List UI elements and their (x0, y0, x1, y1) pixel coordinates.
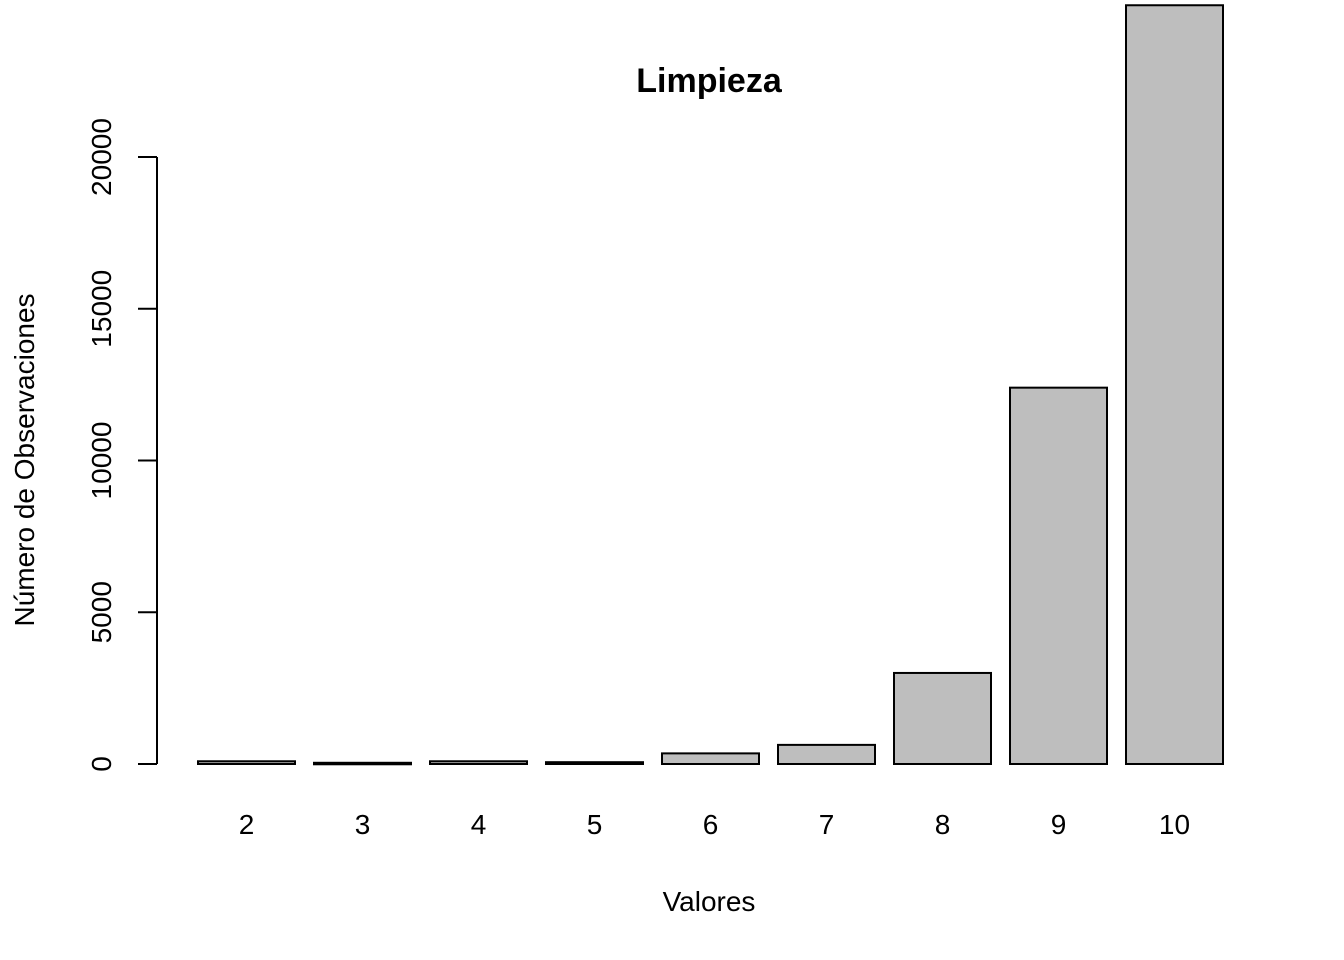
x-tick-label: 9 (1051, 809, 1067, 840)
bar-2 (197, 760, 296, 765)
x-tick-label: 2 (239, 809, 255, 840)
bar-4 (429, 760, 528, 765)
bar-10 (1125, 4, 1224, 765)
y-tick-label: 0 (86, 756, 117, 772)
x-tick-label: 5 (587, 809, 603, 840)
bar-6 (661, 752, 760, 766)
y-tick-label: 5000 (86, 581, 117, 643)
bar-8 (893, 671, 992, 766)
y-axis-label: Número de Observaciones (9, 293, 40, 626)
bar-9 (1009, 386, 1108, 765)
x-tick-label: 10 (1159, 809, 1190, 840)
x-tick-label: 8 (935, 809, 951, 840)
x-tick-label: 7 (819, 809, 835, 840)
x-tick-labels: 2 3 4 5 6 7 8 9 10 (239, 809, 1190, 840)
bar-3 (313, 761, 412, 766)
y-tick-label: 10000 (86, 422, 117, 500)
y-tick-label: 15000 (86, 270, 117, 348)
chart-title: Limpieza (636, 62, 783, 100)
y-tick-label: 20000 (86, 118, 117, 196)
x-axis-label: Valores (663, 886, 756, 917)
x-tick-label: 4 (471, 809, 487, 840)
bar-7 (777, 743, 876, 766)
y-axis: 0 5000 10000 15000 20000 (86, 118, 158, 772)
x-tick-label: 3 (355, 809, 371, 840)
x-tick-label: 6 (703, 809, 719, 840)
bars-group (197, 4, 1224, 766)
bar-5 (545, 761, 644, 766)
